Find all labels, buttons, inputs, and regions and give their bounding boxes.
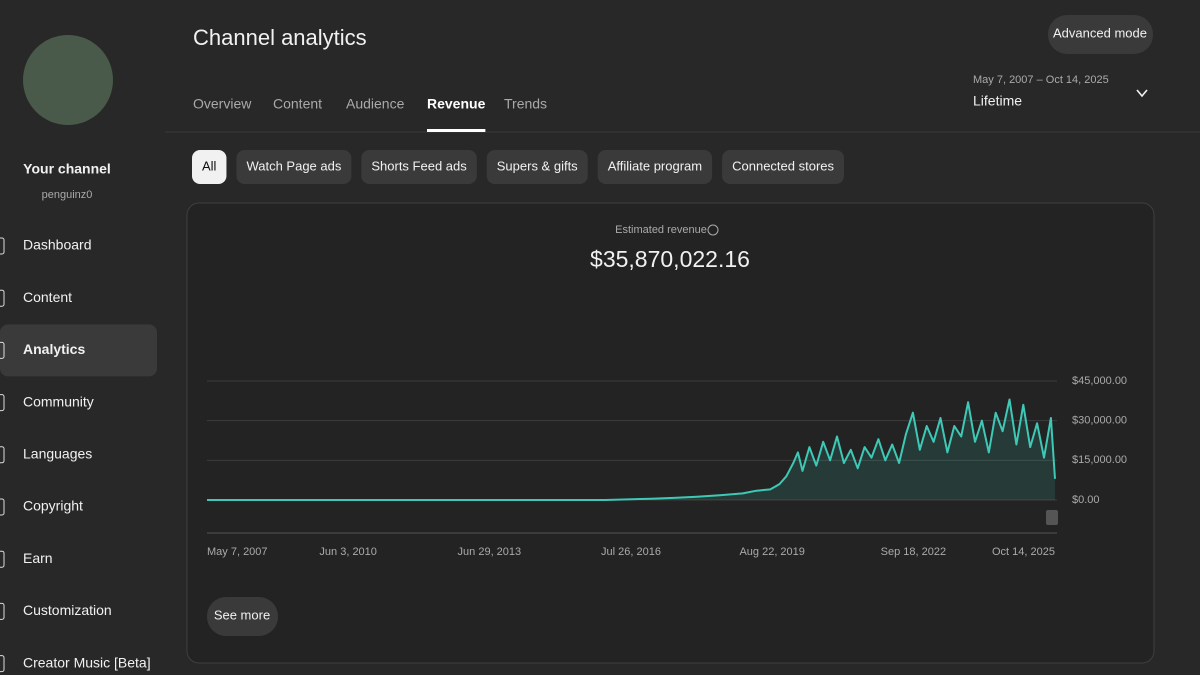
see-more-button[interactable]: [207, 597, 278, 636]
x-tick-label: Jun 29, 2013: [458, 546, 522, 558]
tab[interactable]: Overview: [193, 96, 252, 112]
channel-label: Your channel: [23, 161, 111, 177]
filter-label: All: [202, 158, 217, 173]
area-fill: [207, 399, 1055, 500]
nav-icon: [0, 341, 5, 359]
nav-active: [0, 324, 157, 377]
info-icon[interactable]: [707, 224, 719, 236]
date-range: May 7, 2007 – Oct 14, 2025: [973, 74, 1109, 86]
nav-icon: [0, 394, 5, 412]
page-title: Channel analytics: [193, 25, 367, 50]
x-tick-label: Jul 26, 2016: [601, 546, 661, 558]
chart-badge: [1046, 510, 1058, 525]
nav-icon: [0, 289, 5, 307]
nav-item[interactable]: Analytics: [23, 341, 85, 357]
filter-chip[interactable]: [486, 150, 588, 184]
filter-label: Watch Page ads: [246, 158, 341, 173]
filter-chip[interactable]: [236, 150, 352, 184]
filter-label: Shorts Feed ads: [371, 158, 467, 173]
nav-item[interactable]: Copyright: [23, 498, 83, 514]
nav-icon: [0, 602, 5, 620]
tab[interactable]: Trends: [504, 96, 547, 112]
y-tick-label: $15,000.00: [1072, 454, 1127, 466]
period-dropdown[interactable]: [1136, 89, 1148, 98]
x-tick-label: Jun 3, 2010: [319, 546, 377, 558]
tab-underline: [427, 129, 486, 132]
data-line: [207, 398, 1056, 501]
x-tick-label: Aug 22, 2019: [739, 546, 804, 558]
y-tick-label: $45,000.00: [1072, 375, 1127, 387]
nav-icon: [0, 498, 5, 516]
chart-total: $35,870,022.16: [590, 246, 750, 272]
nav-item[interactable]: Content: [23, 289, 72, 305]
x-tick-label: May 7, 2007: [207, 546, 268, 558]
filter-chip[interactable]: [722, 150, 845, 184]
filter-label: Supers & gifts: [497, 158, 578, 173]
chart-card: [186, 202, 1155, 664]
y-tick-label: $0.00: [1072, 494, 1100, 506]
filter-label: Connected stores: [732, 158, 834, 173]
nav-item[interactable]: Customization: [23, 602, 112, 618]
tab[interactable]: Content: [273, 96, 322, 112]
channel-handle: penguinz0: [42, 189, 93, 201]
chart-title: Estimated revenue: [615, 224, 707, 236]
period[interactable]: Lifetime: [973, 93, 1022, 109]
advanced-mode-button[interactable]: [1048, 15, 1153, 54]
nav-icon: [0, 446, 5, 464]
tab[interactable]: Audience: [346, 96, 405, 112]
nav-icon: [0, 655, 5, 673]
nav-item[interactable]: Creator Music [Beta]: [23, 654, 151, 670]
filter-chip[interactable]: [361, 150, 477, 184]
nav-icon: [0, 237, 5, 255]
advanced-mode-label: Advanced mode: [1053, 25, 1147, 40]
filter-chip[interactable]: [192, 150, 227, 184]
nav-item[interactable]: Languages: [23, 446, 92, 462]
x-tick-label: Oct 14, 2025: [992, 546, 1055, 558]
nav-item[interactable]: Earn: [23, 550, 53, 566]
see-more-label: See more: [214, 607, 270, 622]
nav-item[interactable]: Community: [23, 393, 94, 409]
tab[interactable]: Revenue: [427, 96, 486, 112]
nav-item[interactable]: Dashboard: [23, 237, 92, 253]
nav-icon: [0, 550, 5, 568]
y-tick-label: $30,000.00: [1072, 415, 1127, 427]
channel-avatar[interactable]: [23, 35, 113, 125]
x-tick-label: Sep 18, 2022: [881, 546, 946, 558]
filter-chip[interactable]: [597, 150, 713, 184]
filter-label: Affiliate program: [608, 158, 702, 173]
